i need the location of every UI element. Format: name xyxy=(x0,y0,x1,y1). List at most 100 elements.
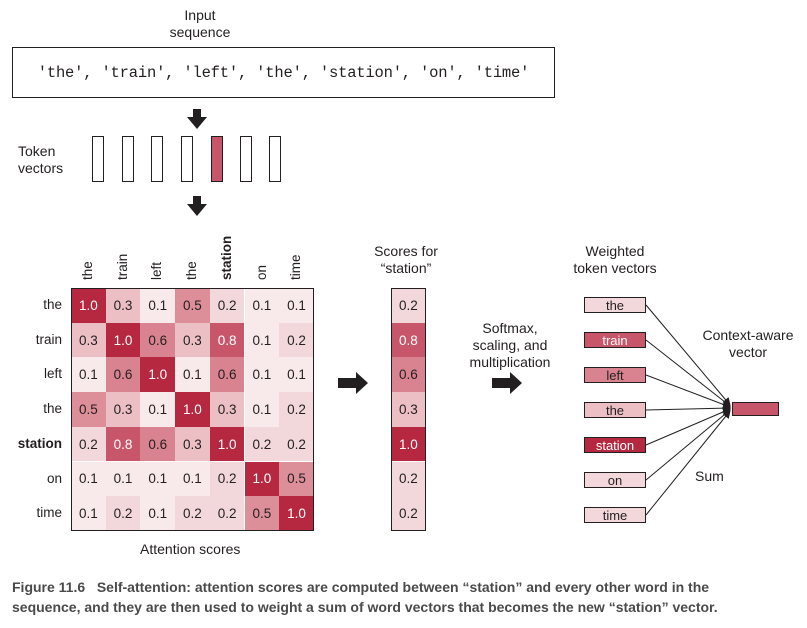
score-cell: 0.6 xyxy=(391,357,426,393)
score-cell: 0.8 xyxy=(391,322,426,358)
weighted-vector: train xyxy=(584,332,646,348)
scores-border xyxy=(391,288,426,531)
input-label-line-2: sequence xyxy=(169,24,231,40)
matrix-row-label: time xyxy=(36,505,62,521)
matrix-cell: 0.2 xyxy=(175,496,210,531)
matrix-cell: 1.0 xyxy=(279,496,314,531)
matrix-cell: 0.6 xyxy=(105,357,141,393)
matrix-cell: 0.5 xyxy=(244,496,280,531)
matrix-row-label: left xyxy=(43,366,62,382)
matrix-cell: 0.5 xyxy=(71,392,106,427)
token-vector xyxy=(269,136,281,182)
softmax-label-line-1: Softmax, xyxy=(482,320,538,336)
matrix-cell: 0.6 xyxy=(140,322,176,358)
weighted-label-line-2: token vectors xyxy=(573,260,657,276)
sum-label: Sum xyxy=(695,468,724,484)
matrix-column-label: station xyxy=(218,235,234,280)
weighted-vector: the xyxy=(584,297,646,313)
softmax-label: Softmax, scaling, and multiplication xyxy=(455,320,565,371)
matrix-column-label: left xyxy=(149,261,165,280)
matrix-cell: 0.1 xyxy=(175,461,210,497)
matrix-column-label: on xyxy=(253,264,269,280)
softmax-label-line-2: scaling, and xyxy=(472,337,548,353)
matrix-cell: 0.1 xyxy=(140,288,176,323)
matrix-cell: 0.2 xyxy=(279,392,314,427)
sum-arrow-line xyxy=(645,410,731,516)
matrix-cell: 1.0 xyxy=(71,288,106,323)
matrix-cell: 0.3 xyxy=(105,392,141,427)
sum-arrow-line xyxy=(645,339,731,407)
sum-arrow-line xyxy=(645,304,731,406)
sum-arrow-line xyxy=(645,374,731,409)
input-label-line-1: Input xyxy=(184,7,216,23)
matrix-cell: 0.3 xyxy=(71,322,106,358)
token-vector xyxy=(92,136,104,182)
token-vector xyxy=(181,136,193,182)
matrix-column-label: the xyxy=(184,261,200,280)
weighted-vector: left xyxy=(584,367,646,383)
weighted-label: Weighted token vectors xyxy=(560,243,670,277)
matrix-cell: 0.2 xyxy=(105,496,141,531)
matrix-border xyxy=(71,288,314,531)
matrix-row-label: the xyxy=(43,297,62,312)
matrix-cell: 0.3 xyxy=(105,288,141,323)
matrix-cell: 0.1 xyxy=(279,357,314,393)
score-cell: 0.3 xyxy=(391,392,426,427)
matrix-cell: 0.5 xyxy=(175,288,210,323)
token-vector xyxy=(211,136,223,182)
matrix-row-label: on xyxy=(46,470,62,486)
matrix-column-label: train xyxy=(114,253,130,280)
sum-arrow-line xyxy=(645,409,731,481)
token-vectors-label-line-2: vectors xyxy=(18,160,64,176)
matrix-cell: 0.1 xyxy=(175,357,210,393)
matrix-cell: 0.1 xyxy=(244,357,280,393)
scores-label: Scores for “station” xyxy=(358,243,454,277)
matrix-row-label: train xyxy=(35,331,62,347)
down-arrow-icon xyxy=(187,196,207,216)
caption-text-2: sequence, and they are then used to weig… xyxy=(12,599,718,615)
input-sequence-text: 'the', 'train', 'left', 'the', 'station'… xyxy=(37,63,530,82)
matrix-cell: 0.2 xyxy=(71,426,106,462)
sum-arrows xyxy=(645,304,731,516)
matrix-cell: 0.2 xyxy=(279,426,314,462)
matrix-cell: 0.2 xyxy=(279,322,314,358)
score-cell: 1.0 xyxy=(391,426,426,462)
matrix-cell: 1.0 xyxy=(105,322,141,358)
matrix-cell: 0.3 xyxy=(175,322,210,358)
context-label-line-2: vector xyxy=(728,344,768,360)
matrix-cell: 0.2 xyxy=(209,288,245,323)
context-label: Context-aware vector xyxy=(694,327,802,361)
matrix-cell: 0.2 xyxy=(209,461,245,497)
caption-line-1: Figure 11.6 Self-attention: attention sc… xyxy=(12,577,802,597)
matrix-cell: 0.1 xyxy=(244,288,280,323)
sum-arrow-line xyxy=(645,404,731,413)
matrix-cell: 0.2 xyxy=(209,496,245,531)
matrix-column-label: the xyxy=(80,261,95,280)
matrix-cell: 0.3 xyxy=(209,392,245,427)
token-vector xyxy=(122,136,134,182)
softmax-label-line-3: multiplication xyxy=(469,354,551,370)
matrix-cell: 0.1 xyxy=(105,461,141,497)
matrix-cell: 0.1 xyxy=(71,357,106,393)
figure-number: Figure 11.6 xyxy=(12,579,86,595)
weighted-vector: time xyxy=(584,507,646,523)
scores-label-line-1: Scores for xyxy=(374,243,438,259)
matrix-column-label: time xyxy=(288,254,304,280)
score-cell: 0.2 xyxy=(391,288,426,323)
weighted-vector: station xyxy=(584,437,646,453)
input-label: Input sequence xyxy=(150,7,250,41)
token-vector xyxy=(240,136,252,182)
matrix-cell: 0.6 xyxy=(140,426,176,462)
sum-arrow-line xyxy=(645,408,731,446)
score-cell: 0.2 xyxy=(391,496,426,531)
matrix-cell: 0.1 xyxy=(71,496,106,531)
matrix-cell: 0.8 xyxy=(105,426,141,462)
token-vectors-label: Token vectors xyxy=(18,143,63,177)
matrix-cell: 0.1 xyxy=(140,461,176,497)
token-vector xyxy=(151,136,163,182)
score-cell: 0.2 xyxy=(391,461,426,497)
right-arrow-icon xyxy=(492,372,522,394)
down-arrow-icon xyxy=(187,109,207,129)
matrix-cell: 0.1 xyxy=(140,496,176,531)
figure-caption: Figure 11.6 Self-attention: attention sc… xyxy=(12,577,802,617)
